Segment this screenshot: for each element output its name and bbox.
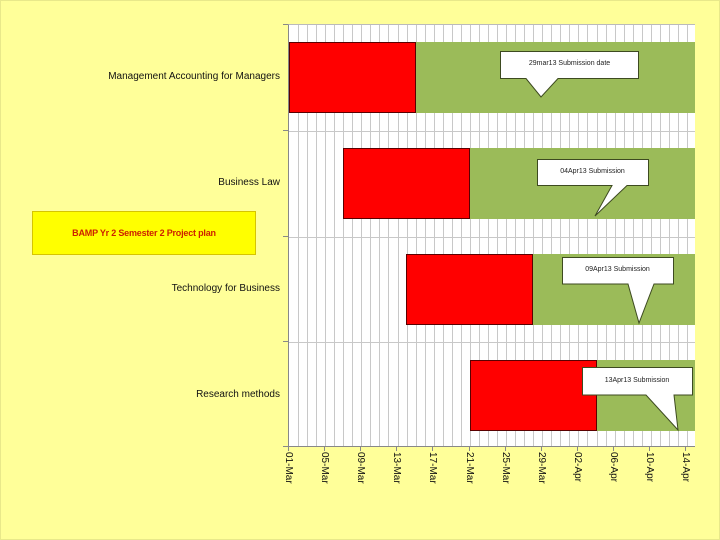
x-tick bbox=[577, 447, 578, 451]
x-tick-label: 05-Mar bbox=[319, 452, 330, 484]
x-tick bbox=[288, 447, 289, 451]
day-gridline bbox=[307, 25, 308, 446]
y-tick bbox=[283, 130, 288, 131]
chart-title-box: BAMP Yr 2 Semester 2 Project plan bbox=[32, 211, 256, 255]
gantt-plot-area bbox=[288, 24, 695, 447]
day-gridline bbox=[606, 25, 607, 446]
task-bar-management-accounting bbox=[289, 42, 416, 113]
day-gridline bbox=[479, 25, 480, 446]
x-tick bbox=[469, 447, 470, 451]
x-tick-label: 06-Apr bbox=[608, 452, 619, 483]
day-gridline bbox=[615, 25, 616, 446]
callout-shape bbox=[582, 367, 693, 432]
x-tick-label: 17-Mar bbox=[427, 452, 438, 484]
row-divider bbox=[289, 237, 695, 238]
day-gridline bbox=[515, 25, 516, 446]
day-gridline bbox=[660, 25, 661, 446]
day-gridline bbox=[398, 25, 399, 446]
day-gridline bbox=[542, 25, 543, 446]
row-divider bbox=[289, 342, 695, 343]
day-gridline bbox=[551, 25, 552, 446]
day-gridline bbox=[497, 25, 498, 446]
chart-title: BAMP Yr 2 Semester 2 Project plan bbox=[72, 228, 216, 238]
x-tick-label: 10-Apr bbox=[644, 452, 655, 483]
day-gridline bbox=[651, 25, 652, 446]
day-gridline bbox=[633, 25, 634, 446]
day-gridline bbox=[388, 25, 389, 446]
x-tick bbox=[324, 447, 325, 451]
day-gridline bbox=[361, 25, 362, 446]
day-gridline bbox=[587, 25, 588, 446]
x-tick-label: 25-Mar bbox=[500, 452, 511, 484]
callout-text: 29mar13 Submission date bbox=[528, 60, 611, 67]
x-tick-label: 14-Apr bbox=[680, 452, 691, 483]
day-gridline bbox=[461, 25, 462, 446]
day-gridline bbox=[578, 25, 579, 446]
day-gridline bbox=[506, 25, 507, 446]
callout-shape bbox=[562, 257, 674, 325]
task-bar-business-law bbox=[343, 148, 470, 219]
x-tick bbox=[613, 447, 614, 451]
category-label-technology-for-business: Technology for Business bbox=[171, 283, 280, 294]
day-gridline bbox=[407, 25, 408, 446]
day-gridline bbox=[334, 25, 335, 446]
day-gridline bbox=[687, 25, 688, 446]
day-gridline bbox=[560, 25, 561, 446]
day-gridline bbox=[352, 25, 353, 446]
category-label-business-law: Business Law bbox=[218, 177, 280, 188]
callout-shape bbox=[500, 51, 639, 98]
day-gridline bbox=[298, 25, 299, 446]
day-gridline bbox=[434, 25, 435, 446]
y-tick bbox=[283, 24, 288, 25]
day-gridline bbox=[597, 25, 598, 446]
callout-text: 04Apr13 Submission bbox=[560, 168, 625, 175]
day-gridline bbox=[669, 25, 670, 446]
x-tick-label: 29-Mar bbox=[536, 452, 547, 484]
day-gridline bbox=[416, 25, 417, 446]
x-tick bbox=[685, 447, 686, 451]
x-tick bbox=[505, 447, 506, 451]
day-gridline bbox=[533, 25, 534, 446]
day-gridline bbox=[325, 25, 326, 446]
day-gridline bbox=[343, 25, 344, 446]
day-gridline bbox=[316, 25, 317, 446]
callout-shape bbox=[537, 159, 649, 217]
task-bar-research-methods bbox=[470, 360, 597, 431]
day-gridline bbox=[470, 25, 471, 446]
day-gridline bbox=[569, 25, 570, 446]
day-gridline bbox=[425, 25, 426, 446]
day-gridline bbox=[370, 25, 371, 446]
day-gridline bbox=[524, 25, 525, 446]
x-tick-label: 21-Mar bbox=[464, 452, 475, 484]
category-label-research-methods: Research methods bbox=[196, 389, 280, 400]
y-tick bbox=[283, 446, 288, 447]
day-gridline bbox=[452, 25, 453, 446]
x-tick bbox=[396, 447, 397, 451]
task-bar-technology-for-business bbox=[406, 254, 533, 325]
x-tick bbox=[360, 447, 361, 451]
x-tick-label: 09-Mar bbox=[355, 452, 366, 484]
day-gridline bbox=[379, 25, 380, 446]
x-tick-label: 01-Mar bbox=[283, 452, 294, 484]
x-tick bbox=[432, 447, 433, 451]
day-gridline bbox=[624, 25, 625, 446]
day-gridline bbox=[488, 25, 489, 446]
x-tick bbox=[541, 447, 542, 451]
category-label-management-accounting: Management Accounting for Managers bbox=[108, 71, 280, 82]
day-gridline bbox=[642, 25, 643, 446]
day-gridline bbox=[678, 25, 679, 446]
callout-text: 09Apr13 Submission bbox=[585, 266, 650, 273]
x-tick-label: 13-Mar bbox=[391, 452, 402, 484]
y-tick bbox=[283, 341, 288, 342]
row-divider bbox=[289, 131, 695, 132]
x-tick-label: 02-Apr bbox=[572, 452, 583, 483]
day-gridline bbox=[443, 25, 444, 446]
y-tick bbox=[283, 236, 288, 237]
x-tick bbox=[649, 447, 650, 451]
callout-text: 13Apr13 Submission bbox=[604, 377, 670, 384]
